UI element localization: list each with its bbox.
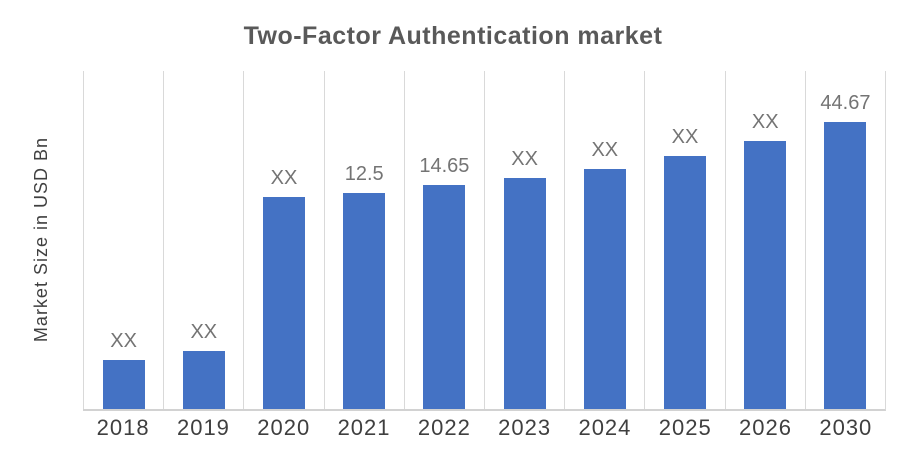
bar: [423, 185, 466, 409]
bar-value-label: XX: [110, 330, 137, 352]
bar-value-label: XX: [591, 139, 619, 161]
bar-column: 12.5: [323, 71, 404, 409]
x-axis-tick-label: 2020: [257, 415, 311, 440]
x-axis-tick-label: 2021: [337, 415, 391, 440]
bar-column: XX: [243, 71, 323, 409]
bar-column: XX: [724, 71, 805, 409]
x-axis-tick-label: 2022: [417, 415, 471, 440]
x-axis-tick-label: 2024: [578, 415, 632, 440]
bar: [824, 122, 867, 409]
y-axis-title-container: Market Size in USD Bn: [24, 71, 58, 409]
bar-value-label: 14.65: [419, 155, 470, 177]
bar-column: 14.65: [403, 71, 484, 409]
x-axis-tick-label: 2023: [498, 415, 552, 440]
bar-value-label: 12.5: [344, 163, 384, 185]
bar-value-label: XX: [190, 321, 218, 343]
x-axis-tick-label: 2026: [739, 415, 792, 440]
bar-value-label: XX: [511, 148, 538, 170]
bar-column: XX: [644, 71, 724, 409]
bar: [182, 351, 225, 409]
bar: [263, 197, 305, 409]
x-axis: 2018 2019 2020 2021 2022 2023 2024 2025 2026 2030: [83, 415, 886, 441]
bar: [664, 156, 707, 409]
x-axis-tick-label: 2019: [176, 415, 230, 440]
bar-value-label: XX: [751, 111, 779, 133]
bar-column: 44.67: [804, 71, 885, 409]
bar-column: XX: [83, 71, 163, 409]
bar-column: XX: [484, 71, 564, 409]
chart-title: Two-Factor Authentication market: [243, 22, 663, 50]
bar: [503, 178, 546, 409]
bar-value-label: 44.67: [820, 92, 871, 114]
bar-column: XX: [564, 71, 644, 409]
x-axis-tick-label: 2018: [96, 415, 150, 440]
x-axis-tick-label: 2025: [658, 415, 712, 440]
bar: [343, 193, 386, 409]
y-axis-title: Market Size in USD Bn: [30, 137, 51, 343]
plot-area: XX XX XX 12.5 14.65 XX XX XX XX 44.67: [83, 71, 886, 411]
bar-value-label: XX: [671, 126, 699, 148]
bar: [102, 360, 145, 409]
bar: [744, 141, 787, 409]
bar-column: XX: [163, 71, 243, 409]
bar-value-label: XX: [270, 167, 298, 189]
x-axis-tick-label: 2030: [819, 415, 873, 440]
bar: [583, 169, 626, 409]
